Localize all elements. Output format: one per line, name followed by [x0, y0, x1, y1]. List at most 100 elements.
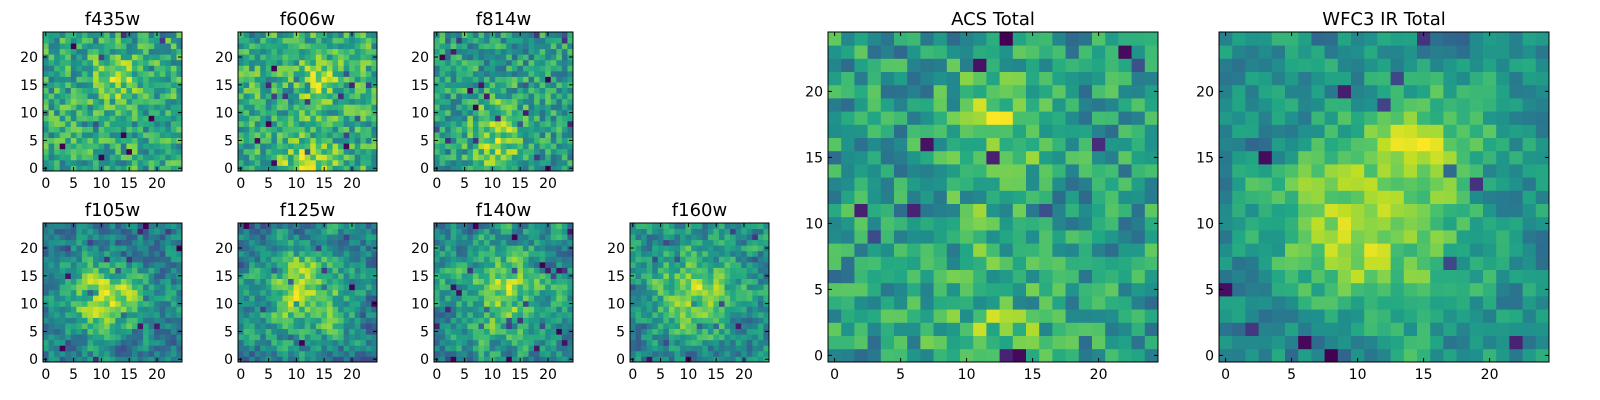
heatmap-cell — [326, 98, 333, 105]
heatmap-cell — [115, 109, 122, 116]
heatmap-cell — [243, 126, 250, 133]
heatmap-cell — [506, 311, 513, 318]
heatmap-cell — [1078, 164, 1093, 178]
heatmap-cell — [93, 245, 99, 252]
heatmap-cell — [439, 261, 446, 268]
heatmap-cell — [534, 154, 541, 161]
heatmap-cell — [299, 295, 306, 302]
heatmap-cell — [165, 295, 172, 302]
heatmap-cell — [741, 317, 748, 324]
heatmap-cell — [641, 300, 648, 307]
heatmap-cell — [550, 32, 557, 38]
heatmap-cell — [691, 311, 698, 318]
heatmap-cell — [360, 132, 367, 139]
heatmap-cell — [131, 250, 138, 257]
heatmap-cell — [439, 76, 446, 83]
heatmap-cell — [54, 267, 61, 274]
heatmap-cell — [707, 323, 714, 330]
heatmap-cell — [310, 234, 317, 241]
heatmap-cell — [109, 70, 116, 77]
heatmap-cell — [630, 261, 636, 268]
heatmap-cell — [946, 164, 961, 178]
heatmap-cell — [696, 256, 703, 263]
heatmap-cell — [349, 104, 356, 111]
heatmap-cell — [478, 256, 485, 263]
heatmap-cell — [65, 328, 72, 335]
heatmap-cell — [478, 87, 485, 94]
heatmap-cell — [646, 273, 653, 279]
heatmap-cell — [104, 256, 111, 263]
heatmap-cell — [630, 234, 636, 241]
heatmap-cell — [539, 339, 546, 346]
heatmap-cell — [674, 339, 681, 346]
heatmap-cell — [500, 328, 507, 335]
heatmap-cell — [48, 148, 55, 155]
heatmap-cell — [315, 70, 322, 77]
heatmap-cell — [685, 334, 692, 341]
heatmap-cell — [534, 148, 541, 155]
heatmap-cell — [288, 284, 294, 291]
heatmap-cell — [500, 32, 507, 38]
heatmap-cell — [472, 278, 479, 285]
heatmap-cell — [467, 256, 474, 263]
heatmap-cell — [545, 306, 552, 313]
heatmap-cell — [271, 239, 278, 246]
heatmap-cell — [282, 228, 289, 235]
heatmap-cell — [288, 311, 294, 318]
heatmap-cell — [159, 154, 166, 161]
heatmap-cell — [841, 335, 855, 350]
heatmap-cell — [517, 132, 524, 139]
heatmap-cell — [1118, 296, 1132, 310]
heatmap-cell — [691, 317, 698, 324]
heatmap-cell — [93, 154, 99, 161]
heatmap-cell — [265, 250, 272, 257]
heatmap-cell — [93, 267, 99, 274]
heatmap-cell — [641, 345, 648, 352]
heatmap-cell — [500, 87, 507, 94]
heatmap-cell — [461, 137, 468, 144]
heatmap-cell — [450, 223, 457, 229]
heatmap-cell — [511, 284, 518, 291]
heatmap-cell — [349, 37, 356, 44]
heatmap-cell — [104, 323, 111, 330]
heatmap-cell — [343, 126, 350, 133]
heatmap-cell — [70, 43, 77, 50]
heatmap-cell — [131, 328, 138, 335]
heatmap-cell — [104, 93, 111, 100]
x-tick-label: 10 — [483, 176, 501, 192]
heatmap-cell — [641, 317, 648, 324]
heatmap-cell — [43, 250, 49, 257]
heatmap-cell — [165, 87, 172, 94]
heatmap-cell — [445, 284, 452, 291]
heatmap-cell — [511, 345, 518, 352]
heatmap-cell — [495, 300, 502, 307]
heatmap-cell — [354, 261, 361, 268]
heatmap-cell — [349, 126, 356, 133]
heatmap-cell — [104, 339, 111, 346]
heatmap-cell — [154, 48, 161, 55]
heatmap-cell — [534, 54, 541, 61]
heatmap-cell — [321, 328, 328, 335]
heatmap-cell — [343, 328, 350, 335]
heatmap-cell — [696, 239, 703, 246]
heatmap-cell — [461, 126, 468, 133]
heatmap-cell — [472, 126, 479, 133]
heatmap-cell — [238, 65, 244, 72]
heatmap-cell — [730, 250, 737, 257]
heatmap-cell — [87, 256, 94, 263]
heatmap-cell — [54, 250, 61, 257]
heatmap-cell — [539, 295, 546, 302]
heatmap-cell — [70, 65, 77, 72]
heatmap-cell — [87, 143, 94, 150]
heatmap-cell — [126, 115, 133, 122]
heatmap-cell — [159, 109, 166, 116]
heatmap-cell — [561, 137, 568, 144]
heatmap-cell — [81, 70, 88, 77]
heatmap-cell — [143, 256, 150, 263]
heatmap-cell — [539, 32, 546, 38]
heatmap-cell — [143, 223, 150, 229]
heatmap-cell — [657, 289, 664, 296]
heatmap-cell — [495, 350, 502, 357]
heatmap-cell — [528, 328, 535, 335]
